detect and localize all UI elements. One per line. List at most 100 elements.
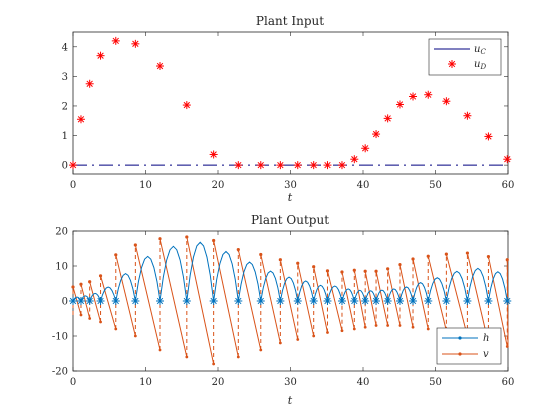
v-segment <box>387 268 401 326</box>
h-sample-point-stroke <box>409 297 417 305</box>
h-sample-point <box>276 297 285 305</box>
h-sample-point-stroke <box>277 297 284 305</box>
ud-point <box>256 161 265 170</box>
v-segment <box>186 236 215 365</box>
v-point <box>185 235 189 239</box>
output-legend-h-marker <box>458 336 462 340</box>
ud-point <box>76 115 85 124</box>
input-legend-ud-swatch <box>448 60 456 68</box>
output-y-tick-label: -10 <box>52 332 68 343</box>
h-sample-point-stroke <box>310 297 317 305</box>
ud-point <box>276 161 285 170</box>
v-point <box>71 285 75 289</box>
h-sample-point <box>131 297 140 305</box>
h-sample-point-stroke <box>183 297 191 305</box>
ud-point-stroke <box>183 101 191 109</box>
ud-point <box>234 161 243 170</box>
v-segment <box>445 253 468 337</box>
v-point <box>465 251 469 255</box>
output-legend: h v <box>436 327 502 365</box>
output-y-tick-label: 0 <box>62 297 68 308</box>
ud-point <box>131 39 140 48</box>
legend-ud-star-stroke <box>448 60 456 68</box>
ud-point <box>484 132 493 141</box>
ud-point-stroke <box>384 115 391 122</box>
h-series-line <box>72 241 509 303</box>
v-segment <box>80 284 91 319</box>
v-segment <box>134 244 161 351</box>
output-ticks: 0 10 20 30 40 50 60 -20 -10 0 10 20 <box>52 227 514 389</box>
output-legend-box <box>436 327 502 365</box>
ud-point <box>337 161 346 170</box>
ud-point-stroke <box>338 161 346 169</box>
output-legend-v-marker <box>458 352 462 356</box>
v-segment <box>375 271 389 326</box>
ud-point-stroke <box>425 91 432 98</box>
ud-point <box>209 150 218 159</box>
output-legend-v-label: v <box>483 349 489 360</box>
ud-point <box>503 155 512 164</box>
ud-point-stroke <box>235 161 242 169</box>
ud-point-stroke <box>77 116 85 123</box>
input-legend-ud-label: uD <box>474 59 486 71</box>
h-sample-point <box>309 297 318 305</box>
v-point <box>352 268 356 272</box>
v-segment <box>326 270 343 331</box>
ud-point <box>442 97 451 106</box>
ud-point-stroke <box>156 62 164 70</box>
ud-point <box>85 79 94 88</box>
v-point <box>114 253 118 257</box>
input-chart-title: Plant Input <box>256 14 324 28</box>
h-sample-point-stroke <box>443 297 450 305</box>
v-point <box>426 254 430 258</box>
ud-point-stroke <box>277 161 284 169</box>
h-sample-point <box>395 297 404 305</box>
output-x-axis-label: t <box>288 394 293 407</box>
v-segment <box>353 270 366 328</box>
output-x-tick-label: 10 <box>139 377 152 388</box>
h-sample-point-stroke <box>396 297 404 305</box>
output-y-tick-label: 20 <box>55 227 68 238</box>
h-sample-point <box>96 297 105 305</box>
h-sample-point-stroke <box>235 297 242 305</box>
legend-ud-star <box>448 60 456 68</box>
ud-point-stroke <box>294 161 301 169</box>
input-ticks: 0 10 20 30 40 50 60 0 1 2 3 4 <box>62 32 514 191</box>
h-sample-point <box>156 297 164 305</box>
h-sample-point <box>293 297 302 305</box>
output-x-tick-label: 60 <box>502 377 515 388</box>
v-point <box>486 254 491 259</box>
h-sample-point-stroke <box>338 297 346 305</box>
h-sample-point-stroke <box>372 297 380 305</box>
ud-point <box>293 161 302 170</box>
output-x-tick-label: 50 <box>429 377 442 388</box>
v-segment <box>341 271 355 330</box>
h-sample-point <box>350 297 359 305</box>
v-point <box>133 243 137 247</box>
v-segment <box>100 275 117 330</box>
input-y-tick-label: 3 <box>62 72 68 83</box>
ud-point <box>182 101 191 110</box>
v-point <box>88 280 92 284</box>
h-sample-point <box>463 297 472 305</box>
ud-point <box>383 114 392 123</box>
input-x-tick-label: 30 <box>284 180 297 191</box>
h-sample-point-stroke <box>464 297 471 305</box>
h-sample-point <box>76 297 85 305</box>
v-point <box>79 282 83 286</box>
ud-point-stroke <box>324 161 331 169</box>
v-segment <box>213 240 239 358</box>
h-sample-point <box>372 297 381 305</box>
ud-point <box>424 90 433 99</box>
ud-point <box>409 92 418 101</box>
h-sample-point <box>111 297 120 305</box>
v-point <box>158 237 162 241</box>
ud-point-stroke <box>443 98 450 105</box>
h-sample-point-stroke <box>361 297 369 305</box>
v-point <box>259 252 263 257</box>
ud-point <box>309 161 318 170</box>
v-segment <box>260 254 281 344</box>
h-sample-point <box>383 297 392 305</box>
ud-point <box>372 130 381 139</box>
